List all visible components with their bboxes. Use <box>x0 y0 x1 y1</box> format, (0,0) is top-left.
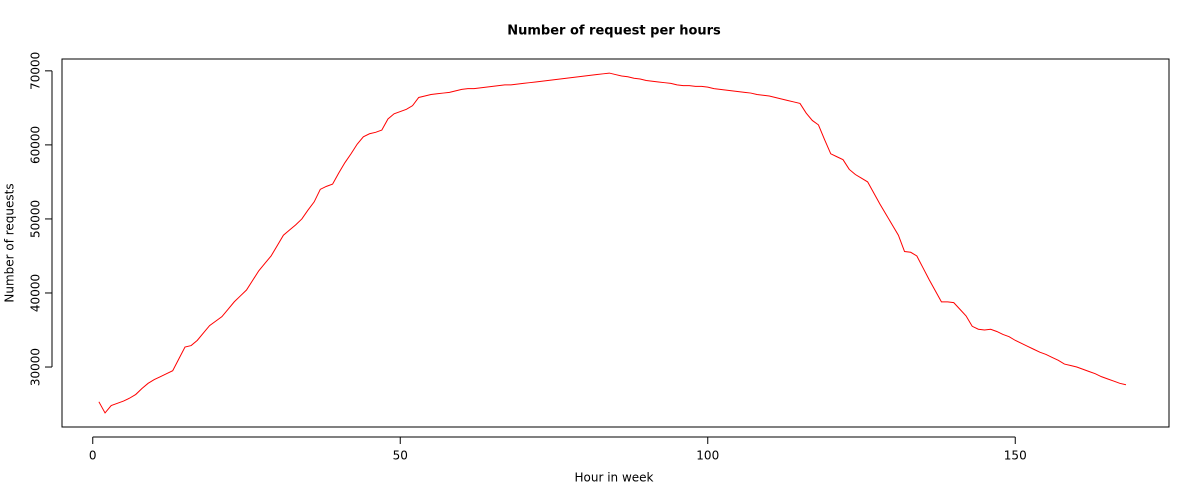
x-tick-label: 150 <box>1004 449 1027 463</box>
y-tick-label: 40000 <box>29 274 43 312</box>
y-axis-label: Number of requests <box>3 183 17 302</box>
x-tick-label: 100 <box>696 449 719 463</box>
chart-title: Number of request per hours <box>507 24 721 39</box>
x-axis-label: Hour in week <box>574 471 653 485</box>
y-tick-label: 60000 <box>29 126 43 164</box>
y-tick-label: 50000 <box>29 200 43 238</box>
x-tick-label: 50 <box>393 449 408 463</box>
data-line <box>98 72 1127 414</box>
x-tick-label: 0 <box>89 449 97 463</box>
y-tick-label: 70000 <box>29 52 43 90</box>
y-tick-label: 30000 <box>29 348 43 386</box>
plot-frame <box>61 58 1170 428</box>
